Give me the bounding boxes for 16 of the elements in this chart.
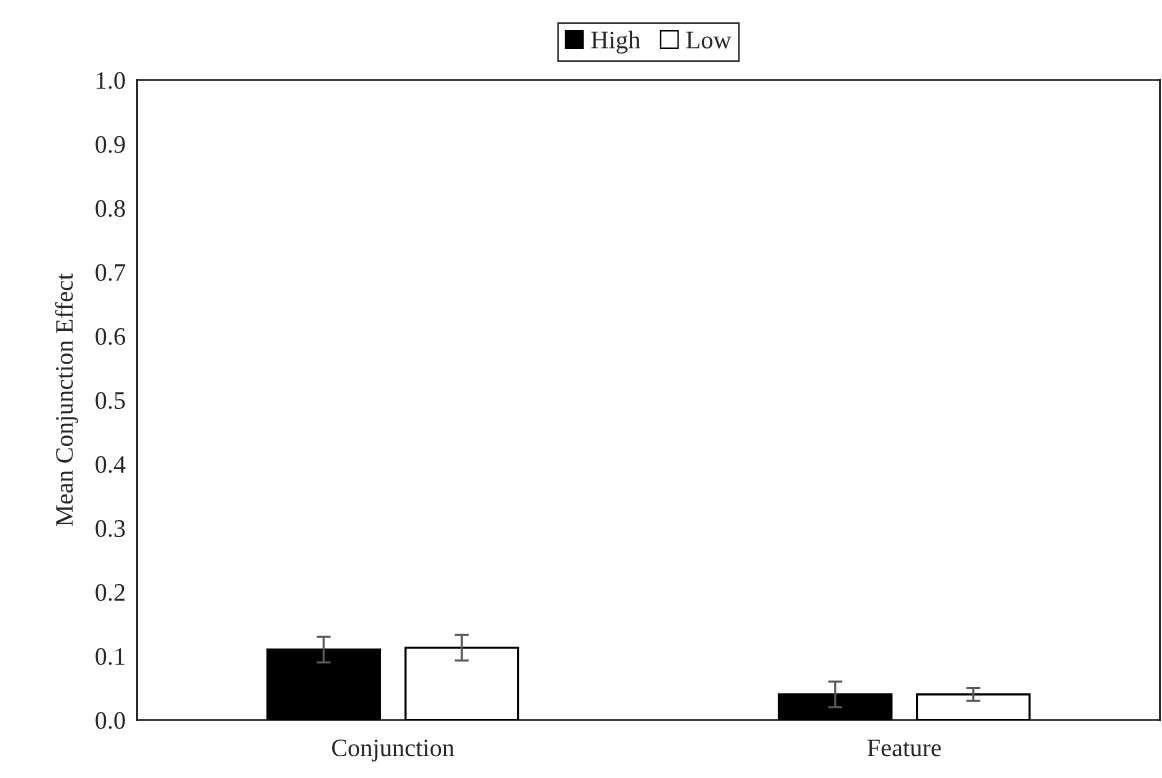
x-tick-label: Conjunction (331, 739, 455, 762)
y-tick-label: 0.7 (95, 264, 126, 282)
y-tick-label: 0.9 (95, 136, 125, 154)
y-tick-label: 0.6 (95, 328, 126, 346)
y-tick-label: 0.3 (95, 520, 125, 538)
y-tick-label: 1.0 (96, 72, 125, 90)
x-tick-label: Feature (867, 739, 941, 757)
y-tick-label: 0.0 (95, 712, 125, 730)
y-axis-title: Mean Conjunction Effect (55, 273, 78, 527)
legend-label: High (591, 30, 641, 54)
y-tick-label: 0.1 (95, 648, 125, 666)
y-tick-label: 0.2 (95, 584, 125, 602)
y-tick-label: 0.5 (95, 392, 125, 410)
legend-label: Low (686, 31, 732, 49)
y-tick-label: 0.4 (95, 456, 126, 474)
y-tick-label: 0.8 (95, 200, 125, 218)
